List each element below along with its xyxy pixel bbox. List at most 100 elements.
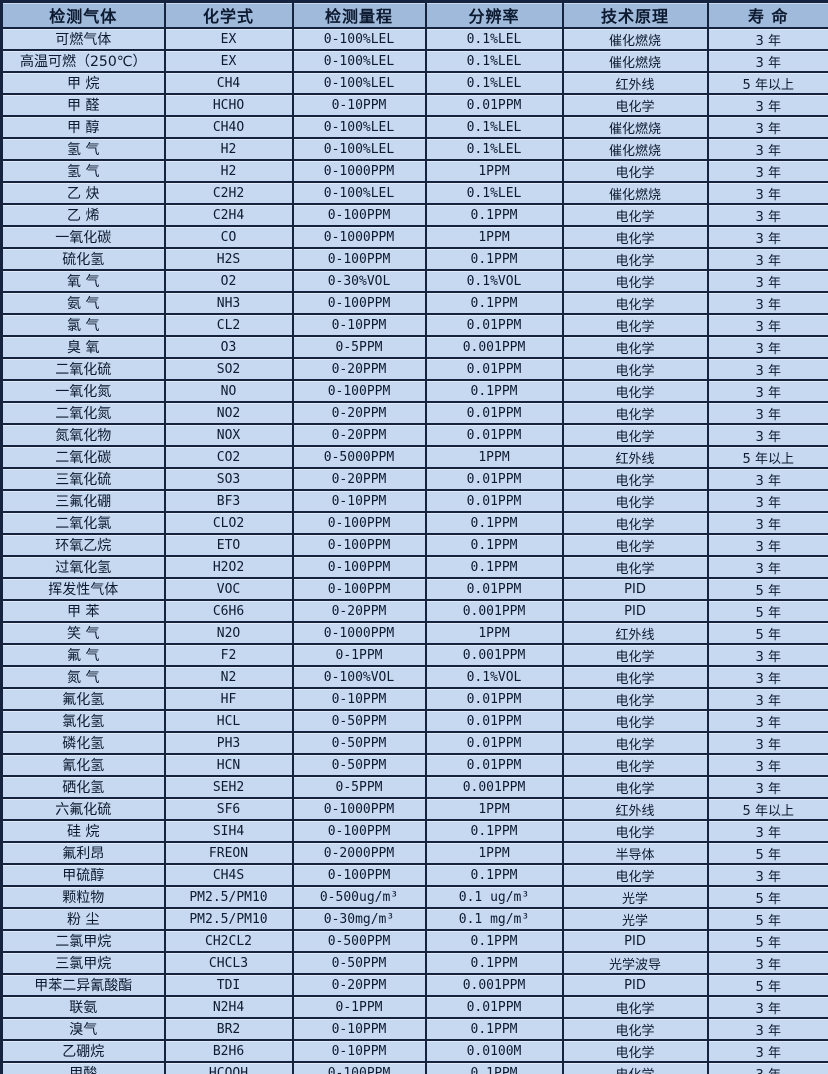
cell-resolution: 0.001PPM [424, 643, 564, 667]
cell-principle: 红外线 [561, 621, 709, 645]
cell-lifespan: 3 年 [706, 357, 828, 381]
cell-lifespan: 3 年 [706, 819, 828, 843]
cell-resolution: 0.01PPM [424, 93, 564, 117]
table-row: 硒化氢 SEH2 0-5PPM 0.001PPM 电化学 3 年 [0, 775, 828, 799]
column-header-formula: 化学式 [163, 0, 294, 29]
cell-gas: 笑 气 [0, 621, 166, 645]
cell-formula: FREON [163, 841, 294, 865]
cell-lifespan: 3 年 [706, 665, 828, 689]
cell-range: 0-10PPM [291, 1017, 427, 1041]
cell-gas: 联氨 [0, 995, 166, 1019]
cell-lifespan: 5 年 [706, 621, 828, 645]
cell-range: 0-1000PPM [291, 797, 427, 821]
cell-principle: 光学波导 [561, 951, 709, 975]
table-row: 甲 醇 CH4O 0-100%LEL 0.1%LEL 催化燃烧 3 年 [0, 115, 828, 139]
table-row: 甲硫醇 CH4S 0-100PPM 0.1PPM 电化学 3 年 [0, 863, 828, 887]
table-row: 硫化氢 H2S 0-100PPM 0.1PPM 电化学 3 年 [0, 247, 828, 271]
cell-gas: 氯化氢 [0, 709, 166, 733]
cell-gas: 臭 氧 [0, 335, 166, 359]
cell-principle: 电化学 [561, 1039, 709, 1063]
cell-resolution: 0.1PPM [424, 511, 564, 535]
table-row: 乙硼烷 B2H6 0-10PPM 0.0100M 电化学 3 年 [0, 1039, 828, 1063]
cell-principle: 电化学 [561, 269, 709, 293]
cell-lifespan: 3 年 [706, 1061, 828, 1074]
cell-principle: 电化学 [561, 995, 709, 1019]
cell-range: 0-30%VOL [291, 269, 427, 293]
cell-principle: 红外线 [561, 71, 709, 95]
cell-resolution: 0.1PPM [424, 819, 564, 843]
cell-lifespan: 3 年 [706, 291, 828, 315]
cell-principle: 红外线 [561, 797, 709, 821]
cell-formula: SIH4 [163, 819, 294, 843]
table-row: 过氧化氢 H2O2 0-100PPM 0.1PPM 电化学 3 年 [0, 555, 828, 579]
cell-principle: 电化学 [561, 709, 709, 733]
cell-principle: 半导体 [561, 841, 709, 865]
cell-resolution: 0.0100M [424, 1039, 564, 1063]
cell-formula: H2S [163, 247, 294, 271]
cell-lifespan: 3 年 [706, 379, 828, 403]
cell-formula: PM2.5/PM10 [163, 907, 294, 931]
table-row: 氢 气 H2 0-1000PPM 1PPM 电化学 3 年 [0, 159, 828, 183]
cell-lifespan: 3 年 [706, 643, 828, 667]
cell-range: 0-10PPM [291, 489, 427, 513]
cell-resolution: 0.1%VOL [424, 269, 564, 293]
table-row: 甲苯二异氰酸酯 TDI 0-20PPM 0.001PPM PID 5 年 [0, 973, 828, 997]
column-header-resolution: 分辨率 [424, 0, 564, 29]
cell-lifespan: 3 年 [706, 137, 828, 161]
cell-formula: HCHO [163, 93, 294, 117]
table-row: 二氧化碳 CO2 0-5000PPM 1PPM 红外线 5 年以上 [0, 445, 828, 469]
table-row: 乙 烯 C2H4 0-100PPM 0.1PPM 电化学 3 年 [0, 203, 828, 227]
cell-gas: 磷化氢 [0, 731, 166, 755]
cell-principle: 电化学 [561, 379, 709, 403]
table-row: 磷化氢 PH3 0-50PPM 0.01PPM 电化学 3 年 [0, 731, 828, 755]
cell-gas: 三氟化硼 [0, 489, 166, 513]
table-row: 溴气 BR2 0-10PPM 0.1PPM 电化学 3 年 [0, 1017, 828, 1041]
cell-gas: 甲 醛 [0, 93, 166, 117]
cell-principle: 电化学 [561, 1017, 709, 1041]
cell-range: 0-500PPM [291, 929, 427, 953]
cell-lifespan: 3 年 [706, 335, 828, 359]
table-body: 可燃气体 EX 0-100%LEL 0.1%LEL 催化燃烧 3 年高温可燃（250℃） E… [0, 27, 828, 1074]
cell-resolution: 0.1PPM [424, 863, 564, 887]
cell-range: 0-5000PPM [291, 445, 427, 469]
cell-principle: 电化学 [561, 313, 709, 337]
cell-principle: PID [561, 599, 709, 623]
cell-lifespan: 3 年 [706, 27, 828, 51]
cell-gas: 二氧化硫 [0, 357, 166, 381]
cell-range: 0-50PPM [291, 731, 427, 755]
cell-resolution: 0.1%LEL [424, 115, 564, 139]
cell-principle: PID [561, 929, 709, 953]
cell-resolution: 0.01PPM [424, 687, 564, 711]
cell-resolution: 0.1PPM [424, 533, 564, 557]
cell-principle: 光学 [561, 885, 709, 909]
cell-resolution: 0.01PPM [424, 995, 564, 1019]
table-row: 臭 氧 O3 0-5PPM 0.001PPM 电化学 3 年 [0, 335, 828, 359]
cell-gas: 颗粒物 [0, 885, 166, 909]
cell-formula: CO2 [163, 445, 294, 469]
cell-principle: 催化燃烧 [561, 49, 709, 73]
cell-lifespan: 5 年以上 [706, 797, 828, 821]
table-row: 氢 气 H2 0-100%LEL 0.1%LEL 催化燃烧 3 年 [0, 137, 828, 161]
cell-resolution: 0.1PPM [424, 1061, 564, 1074]
cell-formula: C2H2 [163, 181, 294, 205]
table-row: 颗粒物 PM2.5/PM10 0-500ug/m³ 0.1 ug/m³ 光学 5 年 [0, 885, 828, 909]
cell-gas: 氯 气 [0, 313, 166, 337]
cell-range: 0-500ug/m³ [291, 885, 427, 909]
cell-lifespan: 3 年 [706, 203, 828, 227]
cell-formula: CL2 [163, 313, 294, 337]
cell-range: 0-100%LEL [291, 181, 427, 205]
cell-resolution: 0.1PPM [424, 291, 564, 315]
cell-resolution: 0.1%LEL [424, 181, 564, 205]
cell-gas: 粉 尘 [0, 907, 166, 931]
cell-range: 0-100PPM [291, 1061, 427, 1074]
table-row: 二氯甲烷 CH2CL2 0-500PPM 0.1PPM PID 5 年 [0, 929, 828, 953]
column-header-range: 检测量程 [291, 0, 427, 29]
table-row: 氨 气 NH3 0-100PPM 0.1PPM 电化学 3 年 [0, 291, 828, 315]
cell-principle: 电化学 [561, 159, 709, 183]
cell-range: 0-100PPM [291, 379, 427, 403]
cell-range: 0-100PPM [291, 291, 427, 315]
cell-resolution: 1PPM [424, 621, 564, 645]
cell-range: 0-10PPM [291, 1039, 427, 1063]
cell-gas: 二氧化碳 [0, 445, 166, 469]
